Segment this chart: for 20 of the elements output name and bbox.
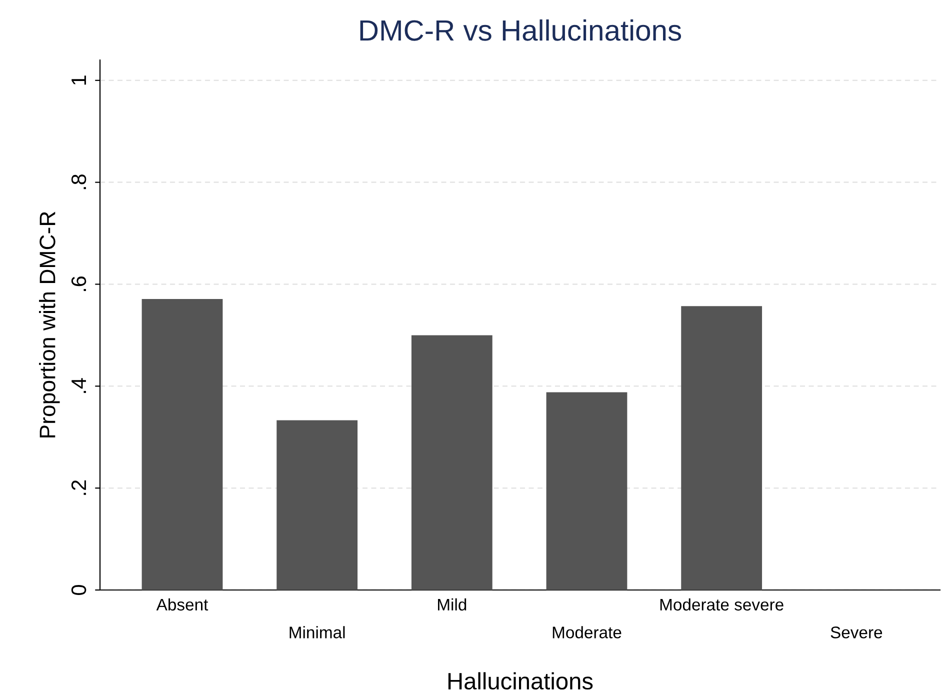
y-axis-title: Proportion with DMC-R — [39, 212, 60, 438]
x-tick-label: Absent — [156, 598, 208, 611]
y-tick-label: 1 — [72, 76, 86, 85]
x-tick-label: Severe — [830, 626, 882, 638]
bar — [546, 392, 628, 590]
x-tick-label: Moderate — [552, 626, 622, 638]
bar — [411, 335, 492, 590]
x-axis-title: Hallucinations — [448, 672, 593, 690]
bar — [681, 306, 762, 590]
bar — [276, 420, 358, 590]
y-tick-label: 0 — [71, 585, 86, 595]
x-tick-label: Mild — [438, 598, 466, 611]
bar — [142, 299, 223, 590]
y-tick-label: .4 — [72, 378, 86, 393]
y-tick-label: .6 — [71, 276, 86, 292]
y-tick-label: .2 — [71, 480, 86, 495]
x-tick-label: Moderate severe — [660, 598, 784, 611]
x-tick-label: Minimal — [290, 626, 345, 638]
y-tick-label: .8 — [71, 174, 86, 190]
chart-title: DMC-R vs Hallucinations — [360, 19, 682, 41]
